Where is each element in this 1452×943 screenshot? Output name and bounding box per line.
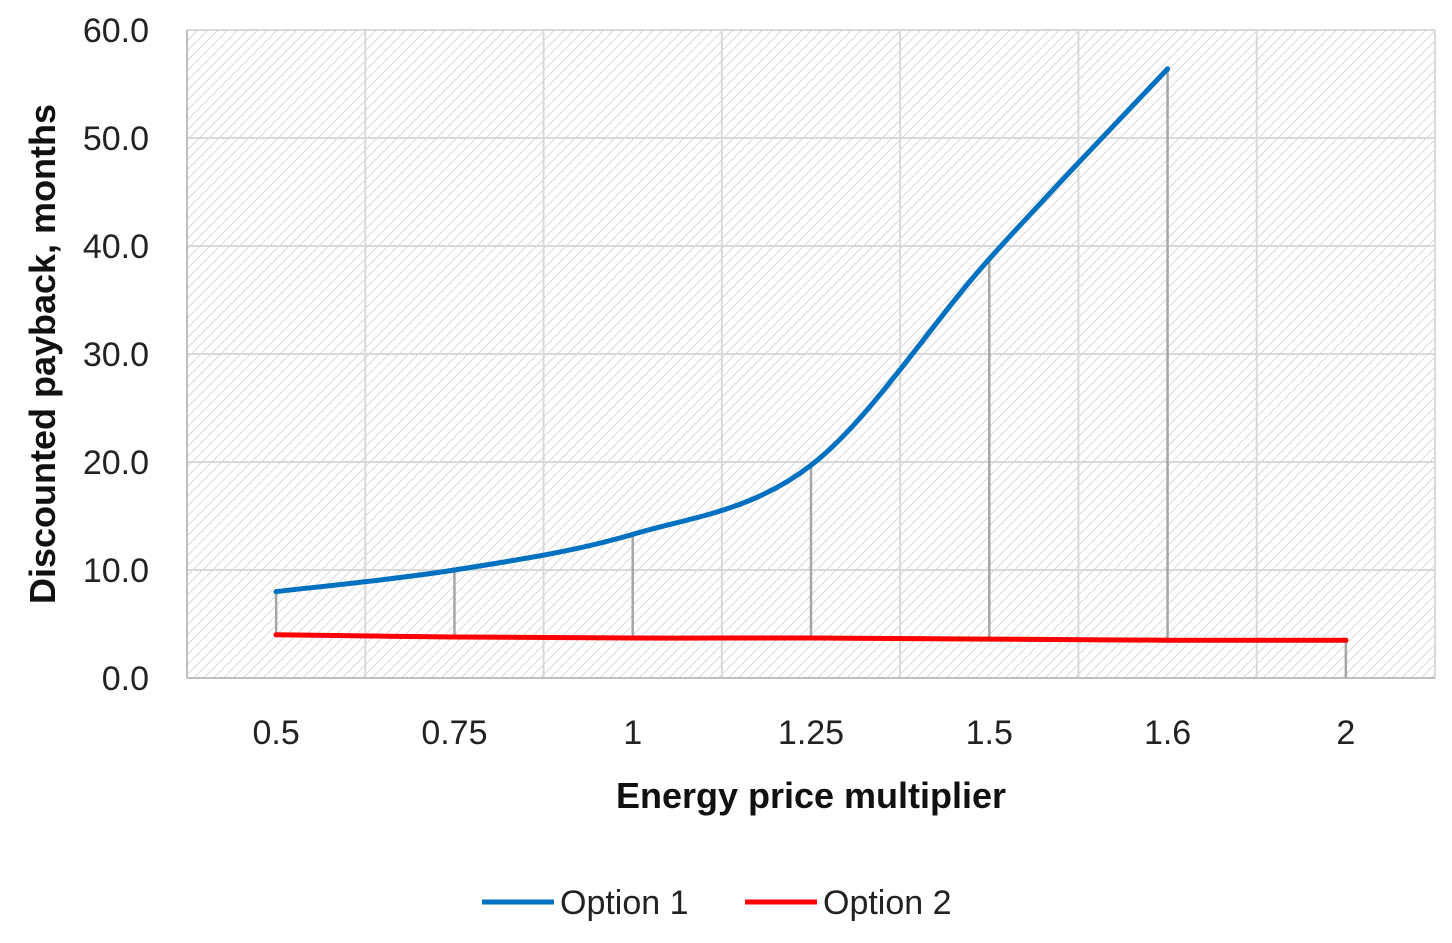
x-axis-title: Energy price multiplier (616, 775, 1006, 816)
data-point (451, 634, 457, 640)
data-point (451, 567, 457, 573)
gridlines (186, 29, 1436, 678)
x-tick-label: 1 (623, 714, 642, 752)
data-point (808, 462, 814, 468)
y-tick-label: 20.0 (83, 444, 149, 482)
data-point (630, 531, 636, 537)
x-tick-label: 1.25 (778, 714, 844, 752)
tick-labels: 0.0 10.0 20.0 30.0 40.0 50.0 60.0 0.5 0.75 1 1.25 1… (83, 12, 1356, 752)
series-line-1 (273, 66, 1171, 595)
y-tick-label: 60.0 (83, 12, 149, 50)
data-point (273, 589, 279, 595)
data-point (630, 635, 636, 641)
series-lines (273, 66, 1349, 643)
y-tick-label: 50.0 (83, 120, 149, 158)
x-tick-label: 0.5 (253, 714, 300, 752)
axes (186, 30, 1435, 679)
data-point (808, 635, 814, 641)
data-point (273, 632, 279, 638)
x-tick-label: 0.75 (421, 714, 487, 752)
x-tick-label: 1.6 (1144, 714, 1191, 752)
x-tick-label: 2 (1336, 714, 1355, 752)
y-tick-label: 0.0 (102, 660, 149, 698)
legend-label: Option 1 (560, 884, 689, 922)
y-tick-label: 40.0 (83, 228, 149, 266)
data-point (986, 256, 992, 262)
drop-lines (274, 68, 1348, 678)
data-point (1165, 637, 1171, 643)
data-point (1165, 66, 1171, 72)
y-axis-title: Discounted payback, months (22, 104, 63, 604)
y-tick-label: 30.0 (83, 336, 149, 374)
legend: Option 1 Option 2 (482, 884, 952, 922)
y-tick-label: 10.0 (83, 552, 149, 590)
x-tick-label: 1.5 (966, 714, 1013, 752)
legend-label: Option 2 (823, 884, 952, 922)
data-point (986, 636, 992, 642)
data-point (1343, 637, 1349, 643)
